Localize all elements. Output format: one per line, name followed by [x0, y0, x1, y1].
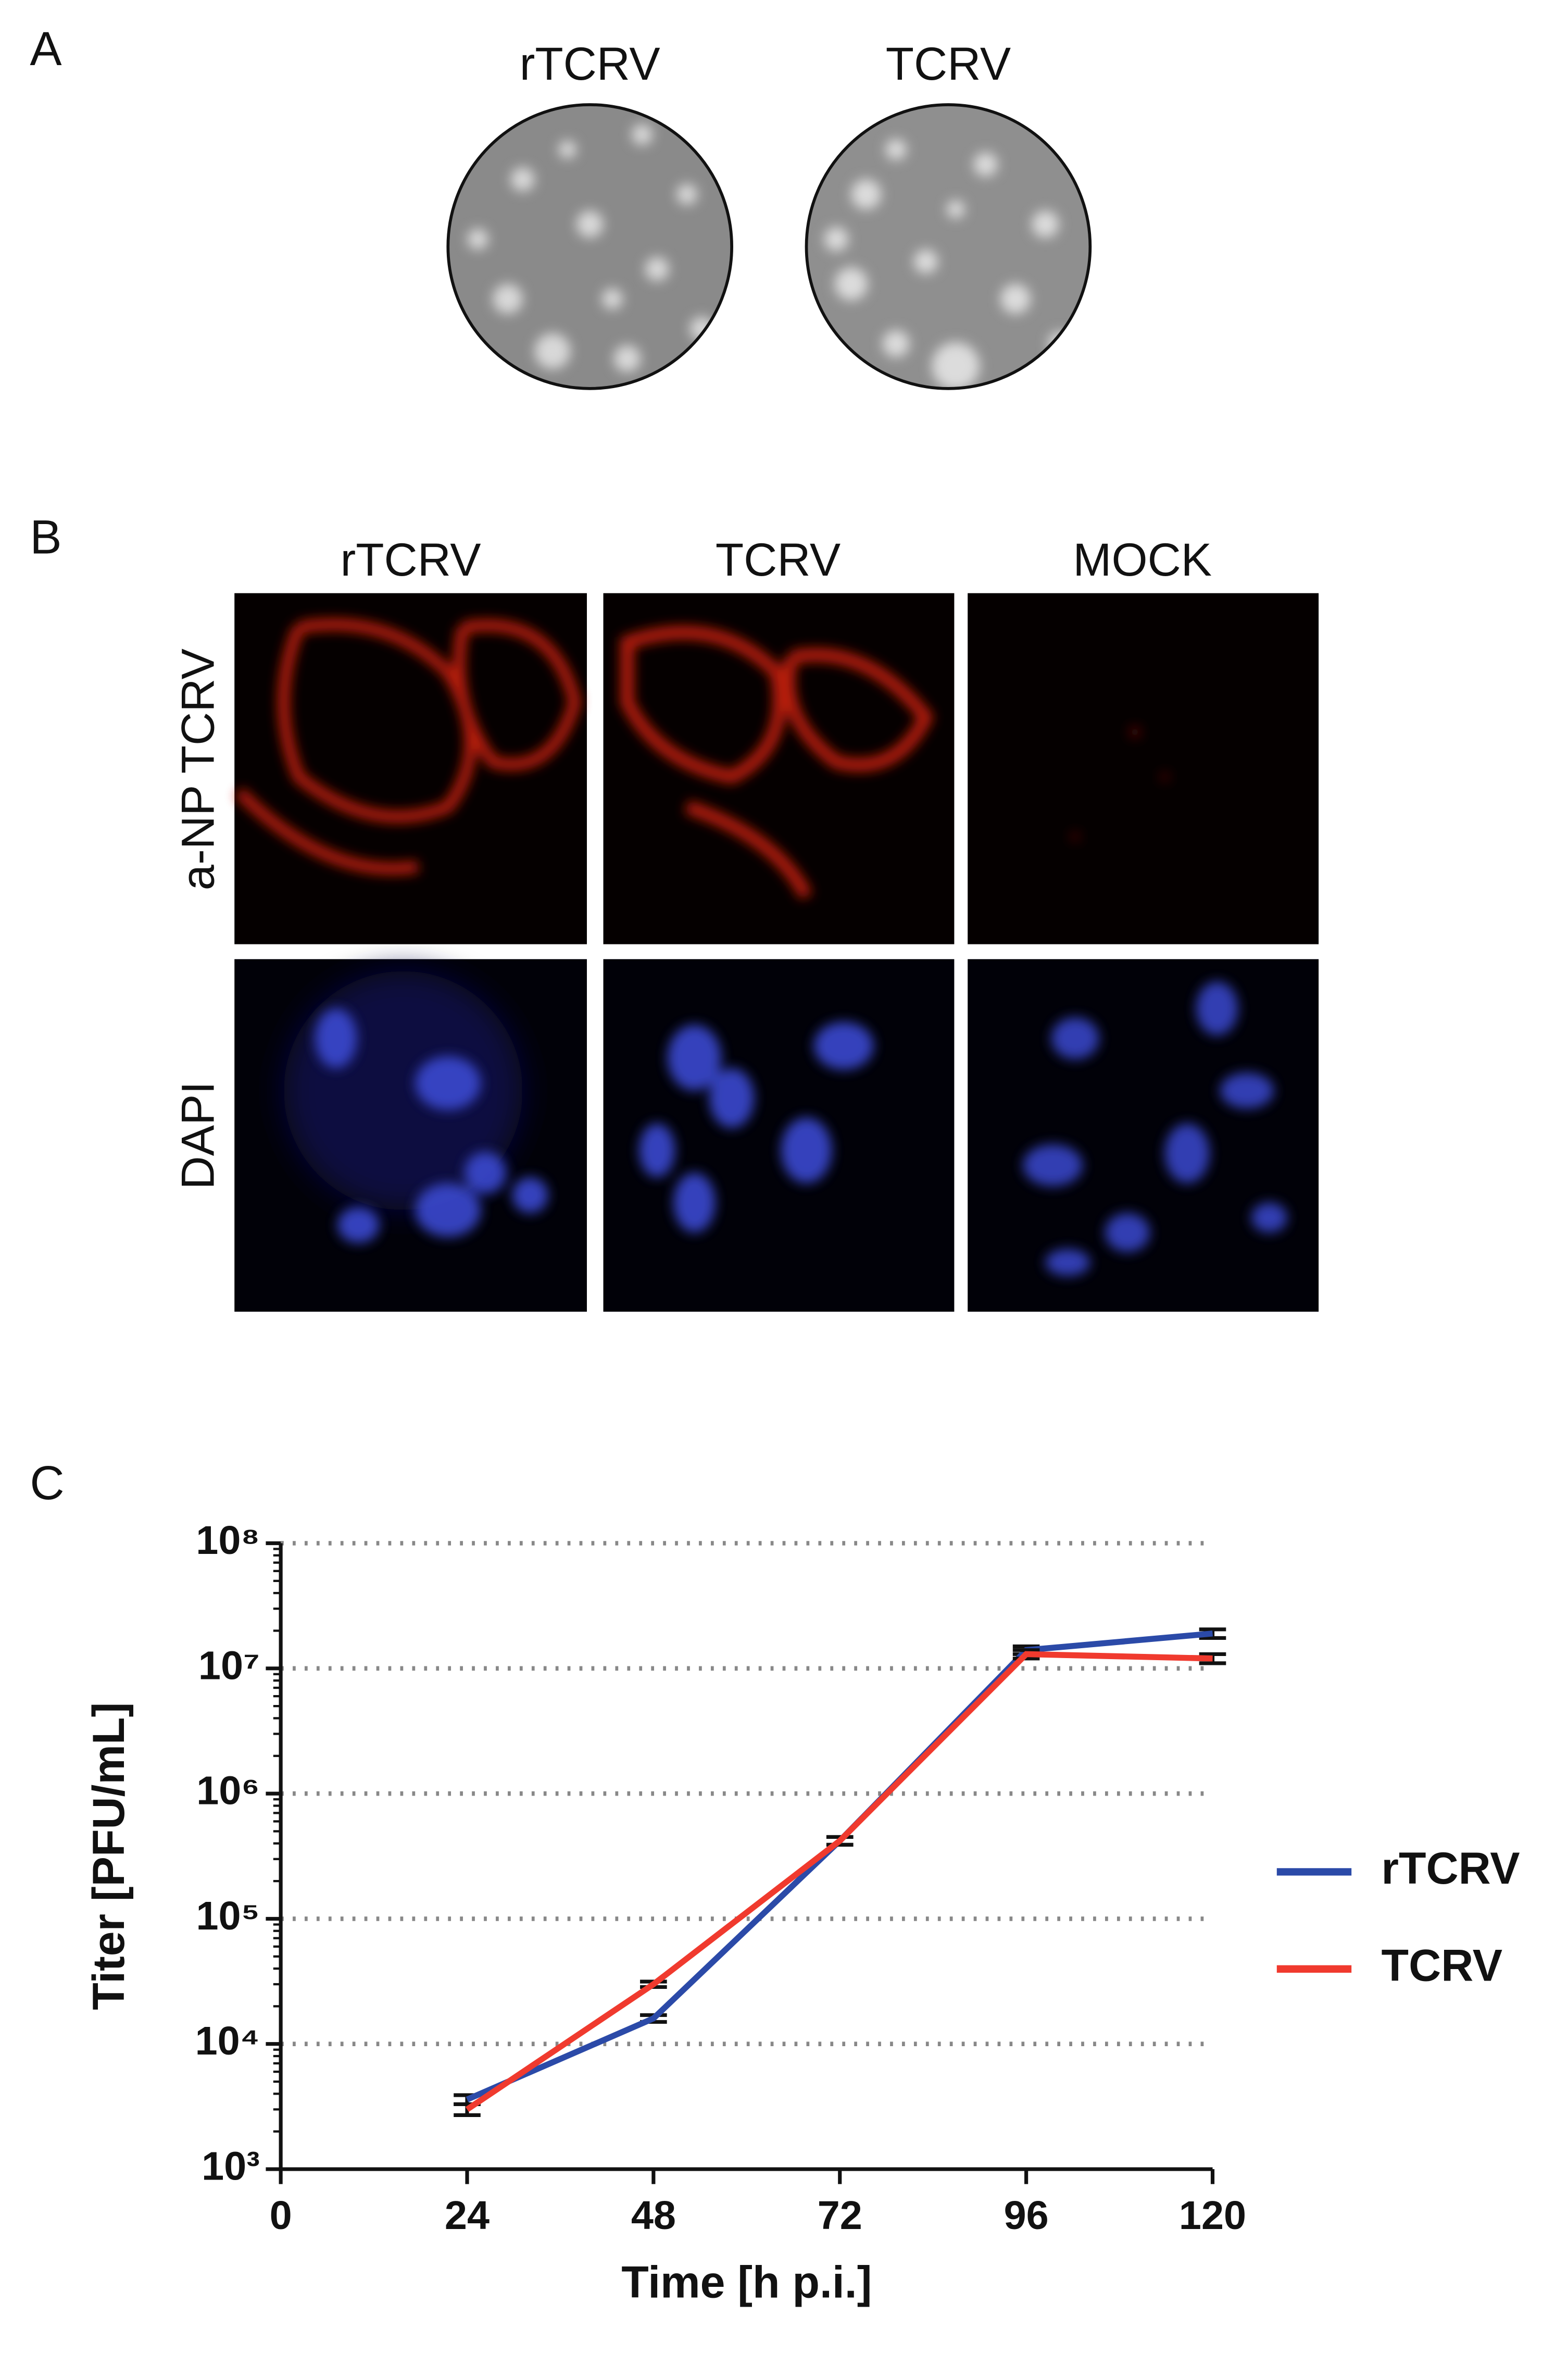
x-tick-label: 24	[445, 2193, 490, 2238]
panel-label: B	[30, 511, 61, 564]
plate-rim	[805, 103, 1092, 390]
plate-image	[448, 104, 732, 389]
series-line	[465, 1651, 1213, 2112]
panel-label: A	[30, 22, 62, 76]
y-axis-title: Titer [PFU/mL]	[84, 1702, 134, 2010]
panel-label: C	[30, 1456, 64, 1510]
x-tick-label: 120	[1179, 2193, 1246, 2238]
plate-image	[806, 104, 1090, 389]
y-tick-label: 10⁶	[196, 1769, 260, 1813]
x-tick-label: 96	[1004, 2193, 1049, 2238]
column-label: rTCRV	[341, 534, 481, 586]
column-label: TCRV	[716, 534, 841, 586]
y-tick-label: 10⁸	[196, 1518, 260, 1563]
plate-label: rTCRV	[520, 38, 660, 90]
column-label: MOCK	[1073, 534, 1212, 586]
legend-label: TCRV	[1382, 1940, 1503, 1990]
x-axis-title: Time [h p.i.]	[621, 2257, 872, 2307]
y-tick-label: 10³	[202, 2144, 260, 2188]
plate-rim	[446, 103, 734, 390]
x-tick-label: 48	[631, 2193, 676, 2238]
y-tick-label: 10⁵	[196, 1894, 259, 1938]
x-tick-label: 0	[270, 2193, 292, 2238]
row-label: DAPI	[172, 1081, 224, 1189]
y-tick-label: 10⁴	[195, 2019, 260, 2063]
series-line	[466, 1630, 1213, 2102]
micrograph	[234, 593, 1319, 1312]
plate-label: TCRV	[886, 38, 1011, 90]
row-label: a-NP TCRV	[172, 649, 224, 890]
y-tick-label: 10⁷	[198, 1643, 260, 1688]
x-tick-label: 72	[818, 2193, 862, 2238]
legend-label: rTCRV	[1382, 1844, 1520, 1894]
